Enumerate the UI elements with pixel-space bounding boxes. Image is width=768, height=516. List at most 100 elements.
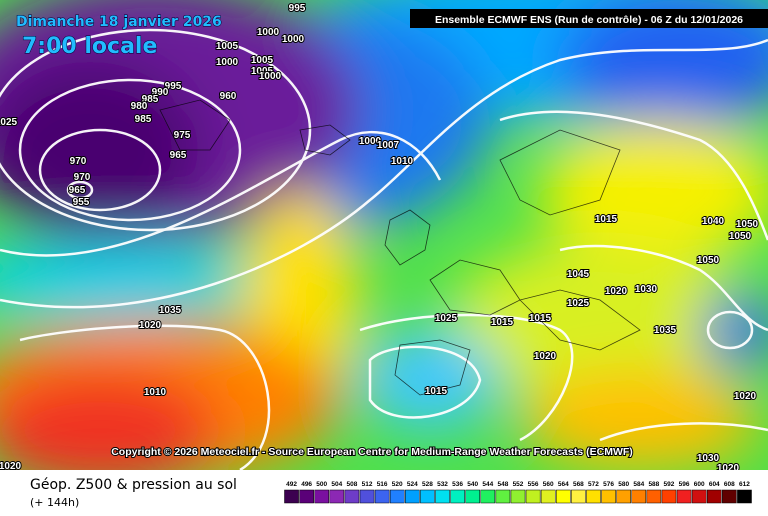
scale-label: 560 bbox=[543, 481, 554, 488]
isobar-label: 975 bbox=[174, 130, 191, 141]
scale-swatch bbox=[616, 489, 631, 504]
forecast-time: 7:00 locale bbox=[22, 34, 157, 59]
scale-label: 572 bbox=[588, 481, 599, 488]
scale-swatch bbox=[646, 489, 662, 504]
isobar-label: 1000 bbox=[259, 71, 282, 82]
scale-swatch bbox=[465, 489, 481, 504]
scale-swatch bbox=[299, 489, 314, 504]
scale-swatch bbox=[420, 489, 435, 504]
scale-swatch bbox=[540, 489, 556, 504]
isobar-label: 1020 bbox=[534, 351, 557, 362]
scale-label: 516 bbox=[377, 481, 388, 488]
scale-swatch bbox=[314, 489, 330, 504]
scale-label: 584 bbox=[633, 481, 644, 488]
scale-swatch bbox=[601, 489, 616, 504]
scale-label: 508 bbox=[347, 481, 358, 488]
isobar-label: 1020 bbox=[734, 391, 757, 402]
scale-swatch bbox=[450, 489, 465, 504]
scale-label: 600 bbox=[694, 481, 705, 488]
isobar-label: 1035 bbox=[159, 305, 182, 316]
scale-label: 608 bbox=[724, 481, 735, 488]
isobar-label: 985 bbox=[135, 114, 152, 125]
isobar-label: 1020 bbox=[0, 461, 22, 472]
scale-swatch bbox=[691, 489, 707, 504]
scale-label: 520 bbox=[392, 481, 403, 488]
scale-swatch bbox=[571, 489, 586, 504]
scale-swatch bbox=[344, 489, 360, 504]
scale-swatch bbox=[586, 489, 601, 504]
isobar-label: 1000 bbox=[216, 57, 239, 68]
isobar-label: 1005 bbox=[216, 41, 239, 52]
scale-swatch bbox=[737, 489, 752, 504]
scale-label: 596 bbox=[679, 481, 690, 488]
isobar-label: 1030 bbox=[635, 284, 658, 295]
scale-label: 576 bbox=[603, 481, 614, 488]
isobar-label: 970 bbox=[70, 156, 87, 167]
scale-label: 496 bbox=[301, 481, 312, 488]
isobar-label: 1010 bbox=[144, 387, 167, 398]
scale-label: 604 bbox=[709, 481, 720, 488]
isobar-label: 1020 bbox=[139, 320, 162, 331]
scale-label: 592 bbox=[664, 481, 675, 488]
scale-label: 536 bbox=[452, 481, 463, 488]
scale-label: 492 bbox=[286, 481, 297, 488]
isobar-label: 965 bbox=[69, 185, 86, 196]
scale-swatch bbox=[329, 489, 345, 504]
scale-label: 564 bbox=[558, 481, 569, 488]
scale-label: 504 bbox=[331, 481, 342, 488]
isobar-label: 1050 bbox=[729, 231, 752, 242]
run-header: Ensemble ECMWF ENS (Run de contrôle) - 0… bbox=[435, 14, 743, 26]
scale-label: 512 bbox=[362, 481, 373, 488]
scale-swatch bbox=[389, 489, 405, 504]
scale-swatch bbox=[284, 489, 299, 504]
isobar-label: 990 bbox=[152, 87, 169, 98]
isobar-label: 995 bbox=[289, 3, 306, 14]
scale-label: 548 bbox=[497, 481, 508, 488]
scale-swatch bbox=[631, 489, 647, 504]
scale-label: 524 bbox=[407, 481, 418, 488]
scale-label: 556 bbox=[528, 481, 539, 488]
isobar-label: 1007 bbox=[377, 140, 400, 151]
scale-swatch bbox=[510, 489, 526, 504]
scale-swatch bbox=[495, 489, 511, 504]
isobar-label: 1020 bbox=[605, 286, 628, 297]
scale-label: 580 bbox=[618, 481, 629, 488]
scale-label: 612 bbox=[739, 481, 750, 488]
isobar-label: 980 bbox=[131, 101, 148, 112]
isobar-label: 955 bbox=[73, 197, 90, 208]
isobar-label: 1050 bbox=[697, 255, 720, 266]
scale-label: 588 bbox=[648, 481, 659, 488]
isobar-label: 1000 bbox=[257, 27, 280, 38]
scale-swatch bbox=[706, 489, 722, 504]
scale-label: 500 bbox=[316, 481, 327, 488]
scale-swatch bbox=[480, 489, 496, 504]
isobar-label: 1045 bbox=[567, 269, 590, 280]
isobar-label: 965 bbox=[170, 150, 187, 161]
isobar-label: 1015 bbox=[529, 313, 552, 324]
scale-swatch bbox=[359, 489, 375, 504]
isobar-label: 1015 bbox=[425, 386, 448, 397]
footer-subtitle: (+ 144h) bbox=[30, 496, 79, 509]
color-scale: 492 496 500 504 508 512 516 520 524 528 532 536 540 5… bbox=[284, 481, 752, 504]
isobar-label: 995 bbox=[165, 81, 182, 92]
isobar-label: 1035 bbox=[654, 325, 677, 336]
isobar-label: 1025 bbox=[0, 117, 18, 128]
scale-label: 568 bbox=[573, 481, 584, 488]
scale-label: 544 bbox=[482, 481, 493, 488]
scale-swatch bbox=[405, 489, 420, 504]
isobar-label: 1030 bbox=[697, 453, 720, 464]
isobar-label: 970 bbox=[74, 172, 91, 183]
isobar-label: 1015 bbox=[491, 317, 514, 328]
scale-swatch bbox=[722, 489, 737, 504]
isobar-label: 960 bbox=[220, 91, 237, 102]
scale-swatch bbox=[435, 489, 450, 504]
isobar-label: 1000 bbox=[359, 136, 382, 147]
scale-swatch bbox=[661, 489, 677, 504]
copyright: Copyright © 2026 Meteociel.fr - Source E… bbox=[111, 446, 633, 458]
scale-swatch bbox=[374, 489, 390, 504]
scale-label: 532 bbox=[437, 481, 448, 488]
scale-label: 540 bbox=[467, 481, 478, 488]
isobar-label: 985 bbox=[142, 94, 159, 105]
